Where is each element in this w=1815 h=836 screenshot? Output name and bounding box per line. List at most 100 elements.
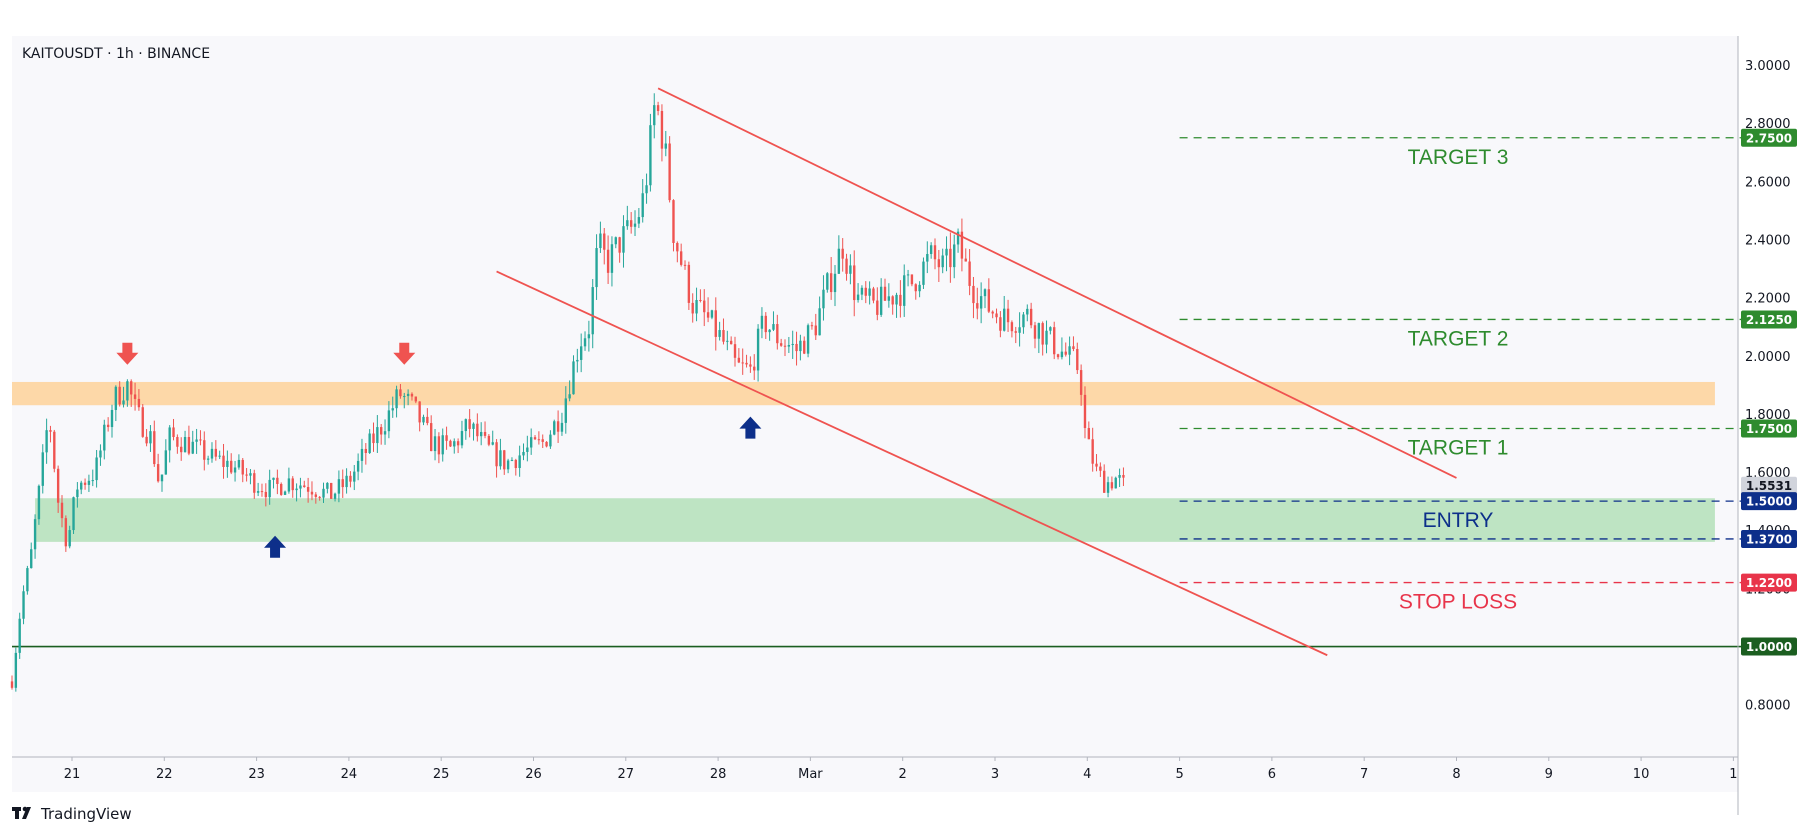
- candle[interactable]: [1087, 421, 1091, 440]
- candle[interactable]: [868, 281, 871, 305]
- candle[interactable]: [914, 283, 917, 300]
- candle[interactable]: [856, 283, 860, 303]
- candle[interactable]: [629, 212, 633, 234]
- candle[interactable]: [953, 234, 956, 279]
- candle[interactable]: [114, 385, 118, 422]
- candle[interactable]: [783, 339, 787, 357]
- candle[interactable]: [145, 429, 148, 447]
- candle[interactable]: [95, 449, 98, 488]
- candle[interactable]: [579, 333, 583, 373]
- candle[interactable]: [737, 348, 741, 364]
- candle[interactable]: [845, 253, 848, 281]
- candle[interactable]: [345, 468, 348, 494]
- candle[interactable]: [541, 434, 544, 449]
- candle[interactable]: [76, 482, 79, 508]
- candle[interactable]: [606, 235, 610, 284]
- candle[interactable]: [664, 130, 667, 157]
- candle[interactable]: [656, 101, 660, 116]
- candle[interactable]: [560, 412, 564, 436]
- candle[interactable]: [568, 380, 571, 402]
- candle[interactable]: [614, 236, 617, 249]
- candle[interactable]: [237, 454, 241, 470]
- candle[interactable]: [799, 334, 802, 361]
- candle[interactable]: [818, 296, 821, 336]
- candle[interactable]: [176, 434, 179, 454]
- candle[interactable]: [991, 310, 994, 319]
- candle[interactable]: [310, 481, 314, 501]
- candle[interactable]: [545, 441, 548, 448]
- candle[interactable]: [449, 439, 452, 448]
- candle[interactable]: [283, 490, 287, 496]
- candle[interactable]: [903, 264, 906, 317]
- candle[interactable]: [1041, 321, 1044, 356]
- candle[interactable]: [333, 492, 337, 502]
- candle[interactable]: [91, 469, 94, 487]
- candle[interactable]: [406, 389, 410, 406]
- candle[interactable]: [906, 269, 910, 287]
- candle[interactable]: [72, 496, 75, 534]
- price-tag-entry_high[interactable]: 1.5000: [1741, 492, 1797, 511]
- candle[interactable]: [203, 431, 206, 471]
- candle[interactable]: [899, 280, 902, 318]
- candle[interactable]: [391, 396, 394, 418]
- candle[interactable]: [276, 469, 279, 495]
- candle[interactable]: [803, 336, 806, 355]
- candle[interactable]: [1018, 312, 1021, 347]
- candle[interactable]: [53, 429, 56, 473]
- candle[interactable]: [741, 348, 744, 375]
- candle[interactable]: [1006, 299, 1010, 332]
- candle[interactable]: [1053, 321, 1056, 360]
- candle[interactable]: [556, 410, 560, 443]
- candle[interactable]: [995, 308, 998, 324]
- candle[interactable]: [968, 249, 971, 296]
- candle[interactable]: [791, 330, 794, 359]
- candle[interactable]: [695, 287, 698, 322]
- candle[interactable]: [33, 514, 37, 559]
- candle[interactable]: [676, 241, 679, 263]
- candle[interactable]: [779, 338, 783, 347]
- candle[interactable]: [618, 236, 621, 263]
- candle[interactable]: [230, 453, 233, 475]
- candle[interactable]: [414, 396, 418, 404]
- candle[interactable]: [1076, 342, 1079, 375]
- candle[interactable]: [199, 430, 202, 446]
- candle[interactable]: [1022, 312, 1025, 334]
- candle[interactable]: [610, 236, 614, 287]
- candle[interactable]: [956, 228, 960, 253]
- candle[interactable]: [80, 480, 83, 495]
- candle[interactable]: [1064, 342, 1067, 357]
- candle[interactable]: [787, 336, 791, 353]
- candle[interactable]: [303, 480, 306, 488]
- candle[interactable]: [272, 477, 275, 489]
- candle[interactable]: [756, 324, 760, 382]
- candle[interactable]: [872, 286, 875, 304]
- candle[interactable]: [368, 429, 371, 454]
- candle[interactable]: [503, 449, 506, 475]
- candle[interactable]: [1029, 302, 1033, 329]
- candle[interactable]: [410, 392, 414, 401]
- candle[interactable]: [626, 205, 629, 230]
- candle[interactable]: [1045, 320, 1048, 354]
- candle[interactable]: [603, 227, 606, 265]
- candle[interactable]: [1068, 336, 1071, 366]
- candle[interactable]: [87, 474, 91, 492]
- candle[interactable]: [860, 285, 864, 301]
- candle[interactable]: [483, 421, 487, 439]
- candle[interactable]: [1033, 321, 1037, 349]
- candle[interactable]: [518, 445, 521, 477]
- candle[interactable]: [1003, 295, 1006, 332]
- candle[interactable]: [691, 293, 694, 323]
- candle[interactable]: [983, 288, 987, 309]
- candle[interactable]: [883, 278, 887, 301]
- candle[interactable]: [526, 435, 529, 462]
- channel-line-upper[interactable]: [657, 87, 1457, 479]
- candle[interactable]: [495, 439, 498, 478]
- candle[interactable]: [453, 438, 456, 454]
- candle[interactable]: [299, 477, 302, 498]
- candle[interactable]: [403, 392, 406, 409]
- candle[interactable]: [1037, 322, 1041, 354]
- candle[interactable]: [83, 478, 87, 490]
- candle[interactable]: [653, 93, 656, 139]
- candle[interactable]: [553, 419, 556, 436]
- candle[interactable]: [322, 482, 325, 503]
